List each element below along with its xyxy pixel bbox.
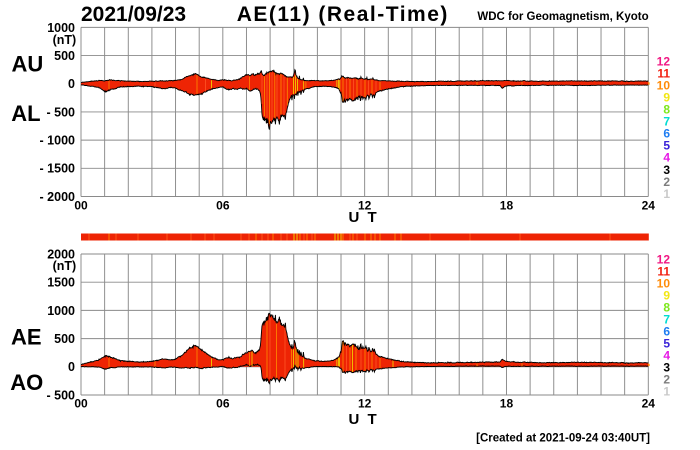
svg-text:5: 5 — [663, 337, 670, 351]
svg-text:2: 2 — [663, 373, 670, 387]
svg-text:6: 6 — [663, 127, 670, 141]
svg-text:10: 10 — [657, 277, 671, 291]
svg-text:6: 6 — [663, 325, 670, 339]
svg-text:(nT): (nT) — [53, 259, 77, 273]
svg-text:12: 12 — [657, 54, 671, 68]
svg-text:0: 0 — [68, 360, 75, 374]
svg-text:8: 8 — [663, 301, 670, 315]
svg-text:12: 12 — [358, 198, 372, 212]
svg-text:06: 06 — [216, 198, 230, 212]
svg-text:24: 24 — [642, 397, 656, 411]
svg-text:7: 7 — [663, 313, 670, 327]
svg-text:18: 18 — [500, 198, 514, 212]
svg-text:AE(11) (Real-Time): AE(11) (Real-Time) — [237, 3, 449, 26]
svg-text:1500: 1500 — [47, 276, 75, 290]
svg-text:9: 9 — [663, 90, 670, 104]
svg-text:00: 00 — [74, 198, 88, 212]
svg-text:- 500: - 500 — [47, 388, 76, 402]
svg-text:11: 11 — [657, 265, 670, 279]
svg-text:2000: 2000 — [47, 247, 75, 261]
svg-text:3: 3 — [663, 361, 670, 375]
svg-text:4: 4 — [663, 151, 670, 165]
svg-text:7: 7 — [663, 115, 670, 129]
svg-text:AL: AL — [11, 101, 40, 126]
svg-text:24: 24 — [642, 198, 656, 212]
svg-text:- 500: - 500 — [47, 105, 76, 119]
svg-text:3: 3 — [663, 163, 670, 177]
svg-text:AE: AE — [11, 325, 42, 350]
svg-text:12: 12 — [657, 253, 671, 267]
svg-text:[Created at 2021-09-24 03:40UT: [Created at 2021-09-24 03:40UT] — [476, 433, 650, 445]
svg-text:0: 0 — [68, 77, 75, 91]
svg-text:4: 4 — [663, 349, 670, 363]
svg-text:500: 500 — [54, 332, 75, 346]
svg-text:18: 18 — [500, 397, 514, 411]
svg-text:12: 12 — [358, 397, 372, 411]
svg-text:AU: AU — [12, 51, 44, 76]
svg-text:1: 1 — [663, 187, 670, 201]
svg-text:00: 00 — [74, 397, 88, 411]
svg-text:11: 11 — [657, 66, 670, 80]
svg-text:U T: U T — [349, 411, 379, 428]
svg-text:500: 500 — [54, 49, 75, 63]
svg-text:10: 10 — [657, 78, 671, 92]
svg-text:8: 8 — [663, 103, 670, 117]
svg-text:(nT): (nT) — [53, 33, 77, 47]
svg-text:U T: U T — [349, 209, 379, 226]
svg-text:AO: AO — [10, 370, 43, 395]
svg-text:2: 2 — [663, 175, 670, 189]
svg-text:06: 06 — [216, 397, 230, 411]
svg-text:1000: 1000 — [47, 304, 75, 318]
svg-text:- 2000: - 2000 — [40, 190, 75, 204]
svg-text:- 1000: - 1000 — [40, 134, 75, 148]
svg-text:2021/09/23: 2021/09/23 — [81, 3, 186, 26]
svg-text:- 1500: - 1500 — [40, 162, 75, 176]
svg-text:9: 9 — [663, 289, 670, 303]
svg-text:5: 5 — [663, 139, 670, 153]
svg-text:WDC for Geomagnetism, Kyoto: WDC for Geomagnetism, Kyoto — [477, 11, 648, 23]
svg-text:1000: 1000 — [47, 21, 75, 35]
svg-text:1: 1 — [663, 385, 670, 399]
